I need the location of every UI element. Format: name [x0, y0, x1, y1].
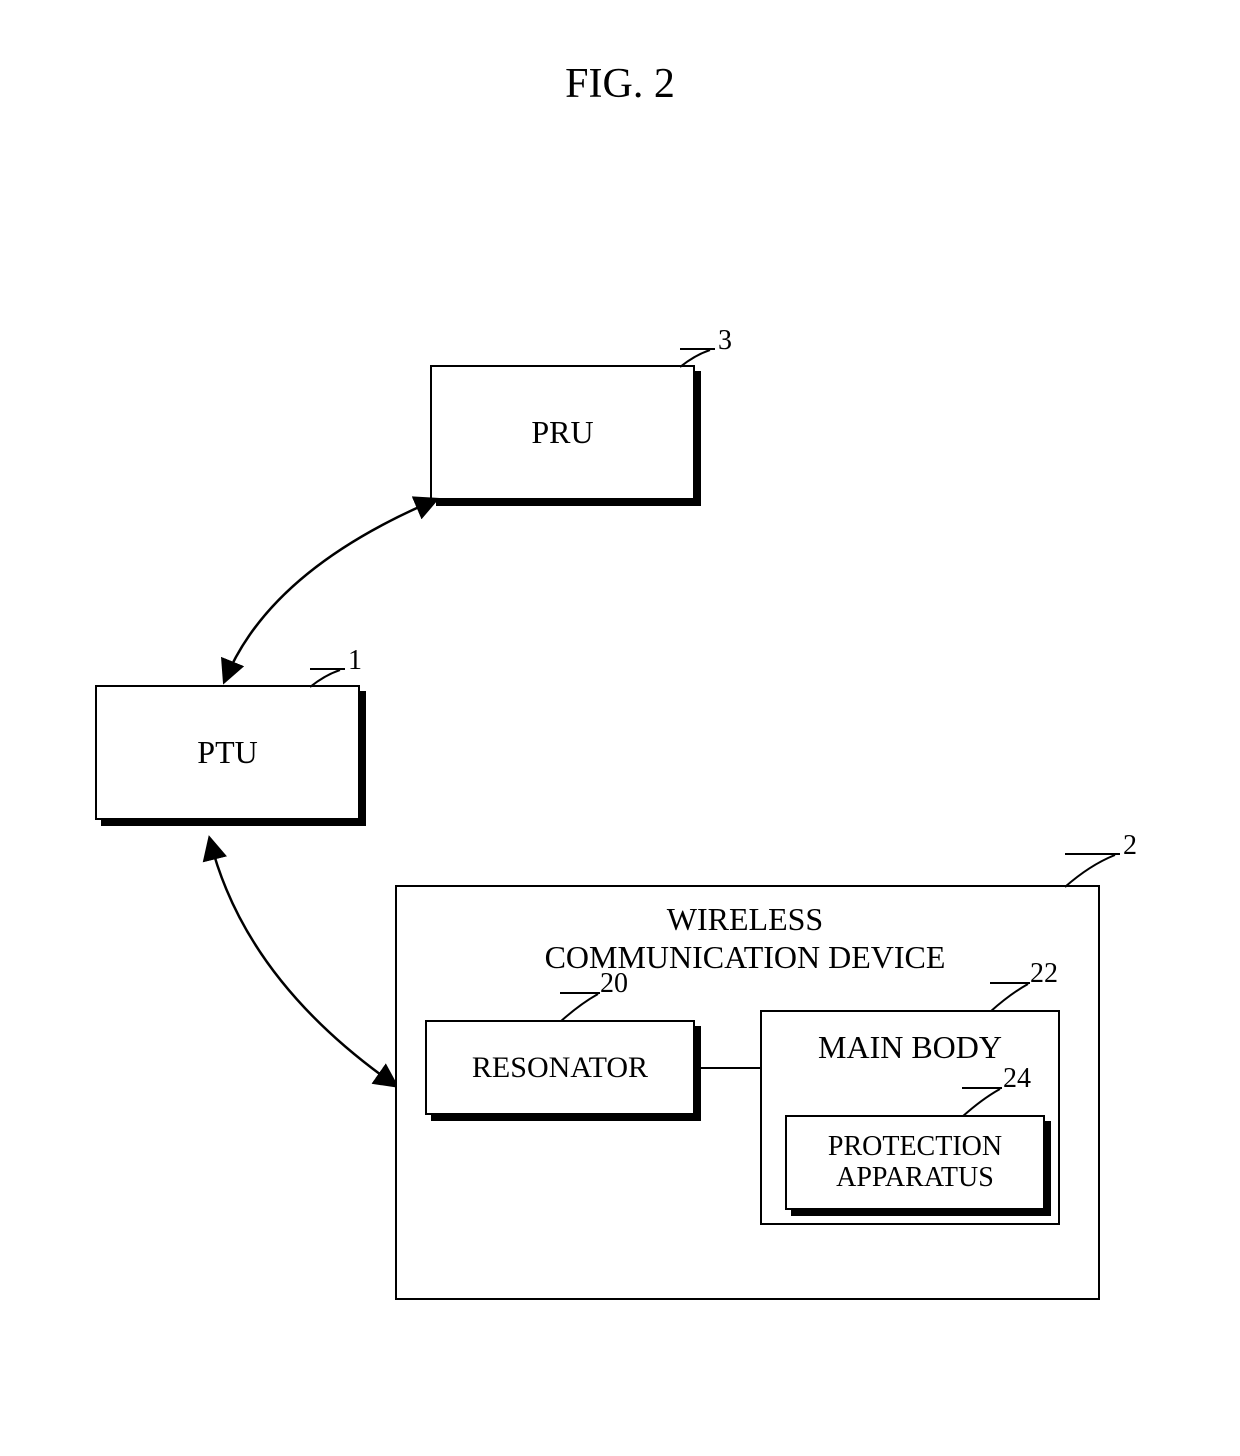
wcd-label: WIRELESS COMMUNICATION DEVICE	[465, 900, 1025, 977]
resonator-mainbody-connector	[696, 1067, 760, 1069]
main-body-label: MAIN BODY	[790, 1028, 1030, 1066]
figure-title: FIG. 2	[565, 60, 675, 108]
protection-box: PROTECTION APPARATUS	[785, 1115, 1045, 1210]
resonator-box: RESONATOR	[425, 1020, 695, 1115]
resonator-label: RESONATOR	[472, 1051, 648, 1085]
protection-ref-line	[962, 1087, 1002, 1117]
pru-label: PRU	[531, 414, 593, 451]
ptu-box: PTU	[95, 685, 360, 820]
pru-ref: 3	[718, 325, 732, 357]
arrow-ptu-pru	[210, 490, 460, 690]
ptu-label: PTU	[197, 734, 257, 771]
resonator-ref: 20	[600, 968, 628, 1000]
protection-label: PROTECTION APPARATUS	[828, 1132, 1002, 1194]
arrow-ptu-wcd	[195, 830, 415, 1100]
wcd-ref-line	[1065, 853, 1120, 888]
pru-ref-line	[680, 348, 715, 368]
main-body-ref: 22	[1030, 958, 1058, 990]
resonator-ref-line	[560, 992, 600, 1022]
pru-box: PRU	[430, 365, 695, 500]
wcd-ref: 2	[1123, 830, 1137, 862]
main-body-ref-line	[990, 982, 1030, 1012]
protection-ref: 24	[1003, 1063, 1031, 1095]
